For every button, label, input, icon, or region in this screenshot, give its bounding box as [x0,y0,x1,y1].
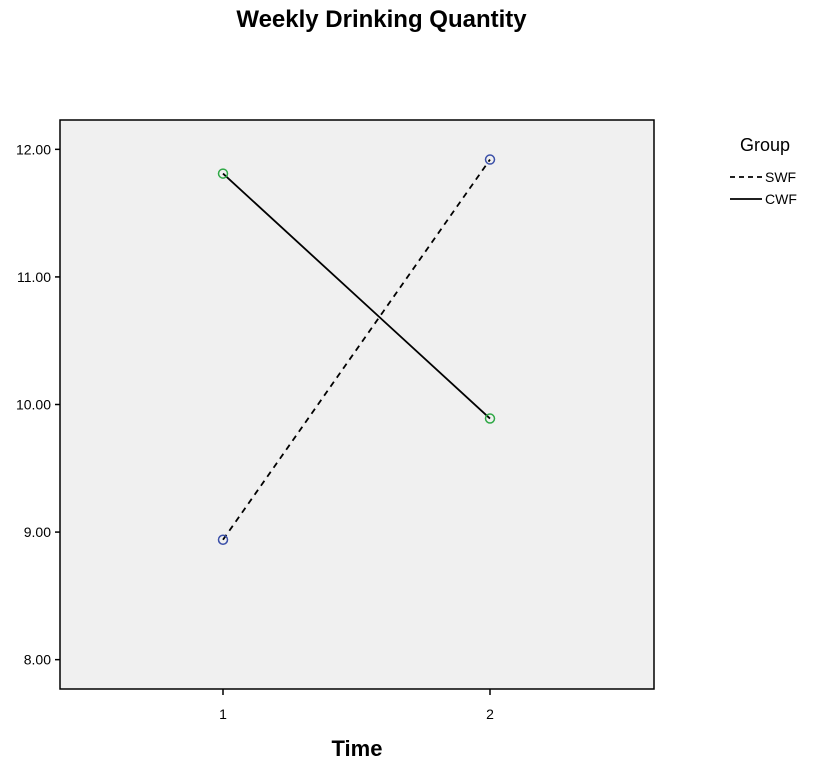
data-point-cwf [484,413,496,424]
data-point-swf [217,534,229,545]
legend-label-swf: SWF [765,169,796,185]
y-tick-label: 9.00 [24,524,51,540]
series-line-swf [222,159,491,541]
y-tick-label: 11.00 [17,269,51,285]
plot-area [59,119,655,690]
y-tick-label: 8.00 [24,652,51,668]
y-tick-label: 12.00 [16,141,51,157]
x-tick-label: 2 [486,706,494,722]
data-point-cwf [217,168,229,179]
legend: Group SWF CWF [730,135,797,207]
x-tick-label: 1 [219,706,227,722]
chart-title: Weekly Drinking Quantity [236,6,527,33]
legend-label-cwf: CWF [765,191,797,207]
y-tick-label: 10.00 [16,397,51,413]
series-line-cwf [222,172,491,420]
series-lines [222,159,491,541]
series-markers [217,154,496,545]
data-point-swf [484,154,496,165]
y-axis: 8.00 9.00 10.00 11.00 12.00 [16,141,60,668]
legend-title: Group [740,135,790,155]
x-axis-label: Time [331,736,383,761]
